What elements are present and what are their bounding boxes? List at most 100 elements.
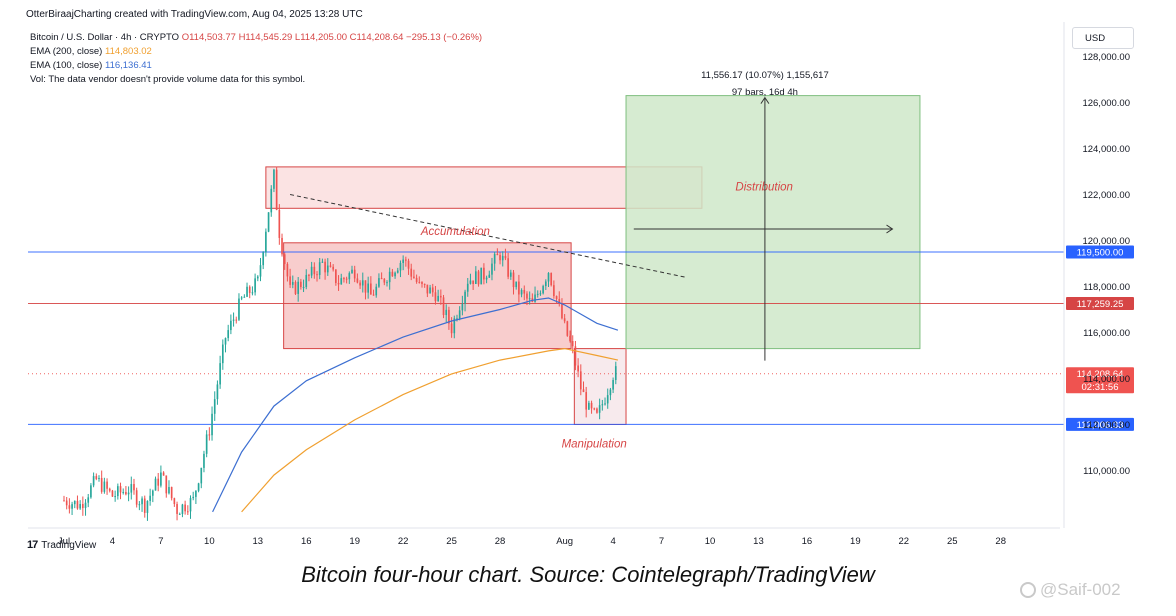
candle (335, 269, 337, 286)
candle-body (178, 513, 181, 515)
y-tick-label: 114,000.00 (1083, 374, 1130, 385)
candle-body (76, 500, 79, 509)
legend-ema200-row[interactable]: EMA (200, close) 114,803.02 (30, 45, 482, 59)
candle (474, 266, 477, 285)
candle-body (418, 281, 421, 283)
candle-body (577, 365, 579, 372)
candle-body (391, 271, 394, 277)
candle-body (138, 504, 141, 506)
candle (469, 273, 472, 285)
legend-symbol: Bitcoin / U.S. Dollar · 4h · CRYPTO (30, 32, 180, 43)
candle-body (348, 273, 351, 280)
candle-body (95, 476, 98, 479)
legend-ema200-value: 114,803.02 (104, 46, 152, 57)
measure-right-arrow-icon (886, 224, 894, 234)
candle (539, 290, 542, 296)
candle (203, 450, 205, 473)
candle-body (310, 266, 313, 276)
annotations-layer: Accumulation Manipulation Distribution 11,5… (289, 70, 894, 451)
candle (512, 270, 515, 295)
candle-body (133, 484, 135, 491)
candle (351, 265, 353, 274)
candle (353, 265, 356, 283)
candle (472, 280, 474, 290)
candle (82, 496, 84, 516)
candle (289, 268, 291, 288)
candle-body (246, 286, 248, 297)
candle (383, 277, 386, 286)
candle-body (116, 486, 119, 497)
chart-attribution: OtterBiraajCharting created with Trading… (26, 9, 363, 20)
candle-body (450, 323, 453, 334)
candle (189, 495, 192, 519)
candle-body (343, 278, 345, 280)
candle-body (370, 283, 372, 295)
candle (297, 277, 300, 302)
x-tick-label: 16 (301, 536, 312, 547)
candle (448, 306, 450, 330)
candle-body (499, 255, 501, 261)
candle (413, 269, 415, 279)
price-chart[interactable]: Accumulation Manipulation Distribution 11,5… (0, 0, 1176, 560)
candle (267, 212, 270, 233)
candle-body (176, 504, 178, 514)
candle-body (574, 346, 577, 366)
candle-body (496, 253, 499, 256)
candle (394, 271, 396, 279)
candle (283, 252, 286, 270)
candle (232, 312, 235, 327)
candle (184, 500, 186, 515)
candle-body (243, 296, 246, 298)
candle-body (114, 496, 116, 498)
candle (378, 273, 380, 288)
candle-body (275, 169, 278, 210)
candle (208, 427, 211, 441)
candle (270, 185, 273, 217)
x-tick-label: 7 (659, 536, 664, 547)
candle-body (504, 255, 507, 259)
candle-body (410, 268, 413, 277)
candle-body (63, 500, 65, 502)
candle (219, 355, 221, 389)
candle-body (474, 271, 477, 284)
candle-body (407, 260, 410, 269)
candle (265, 228, 267, 257)
zone-label-distribution: Distribution (735, 182, 793, 194)
candle-body (273, 169, 275, 189)
candle (442, 294, 445, 319)
candle (501, 251, 504, 267)
candle (536, 290, 539, 298)
candle-body (437, 295, 439, 302)
candle (238, 293, 240, 322)
candle (399, 260, 402, 278)
candle (464, 289, 466, 312)
x-tick-label: 13 (753, 536, 764, 547)
candle (415, 274, 418, 284)
level-price-badge (1066, 245, 1134, 259)
candle (103, 477, 106, 494)
x-tick-label: 10 (705, 536, 716, 547)
candle-body (308, 274, 310, 276)
candle-body (456, 318, 458, 320)
candle (133, 478, 135, 495)
legend-ema100-row[interactable]: EMA (100, close) 116,136.41 (30, 59, 482, 73)
candle (439, 289, 442, 305)
currency-button[interactable]: USD (1072, 27, 1134, 49)
legend-ema100-value: 116,136.41 (104, 60, 152, 71)
candle (135, 487, 138, 508)
candle-body (442, 297, 445, 316)
tradingview-logo[interactable]: 17 TradingView (27, 539, 96, 551)
candle-body (386, 282, 388, 284)
candle (305, 269, 308, 290)
candle-body (544, 281, 547, 287)
candle-body (598, 405, 601, 413)
candle-body (213, 399, 216, 414)
candle (318, 258, 321, 280)
candle-body (100, 477, 103, 492)
candle-body (351, 269, 353, 274)
candle-body (429, 287, 431, 294)
candle (544, 279, 547, 290)
candle (119, 482, 122, 500)
legend-symbol-row[interactable]: Bitcoin / U.S. Dollar · 4h · CRYPTO O114… (30, 31, 482, 45)
legend-ema200-label: EMA (200, close) (30, 46, 103, 57)
